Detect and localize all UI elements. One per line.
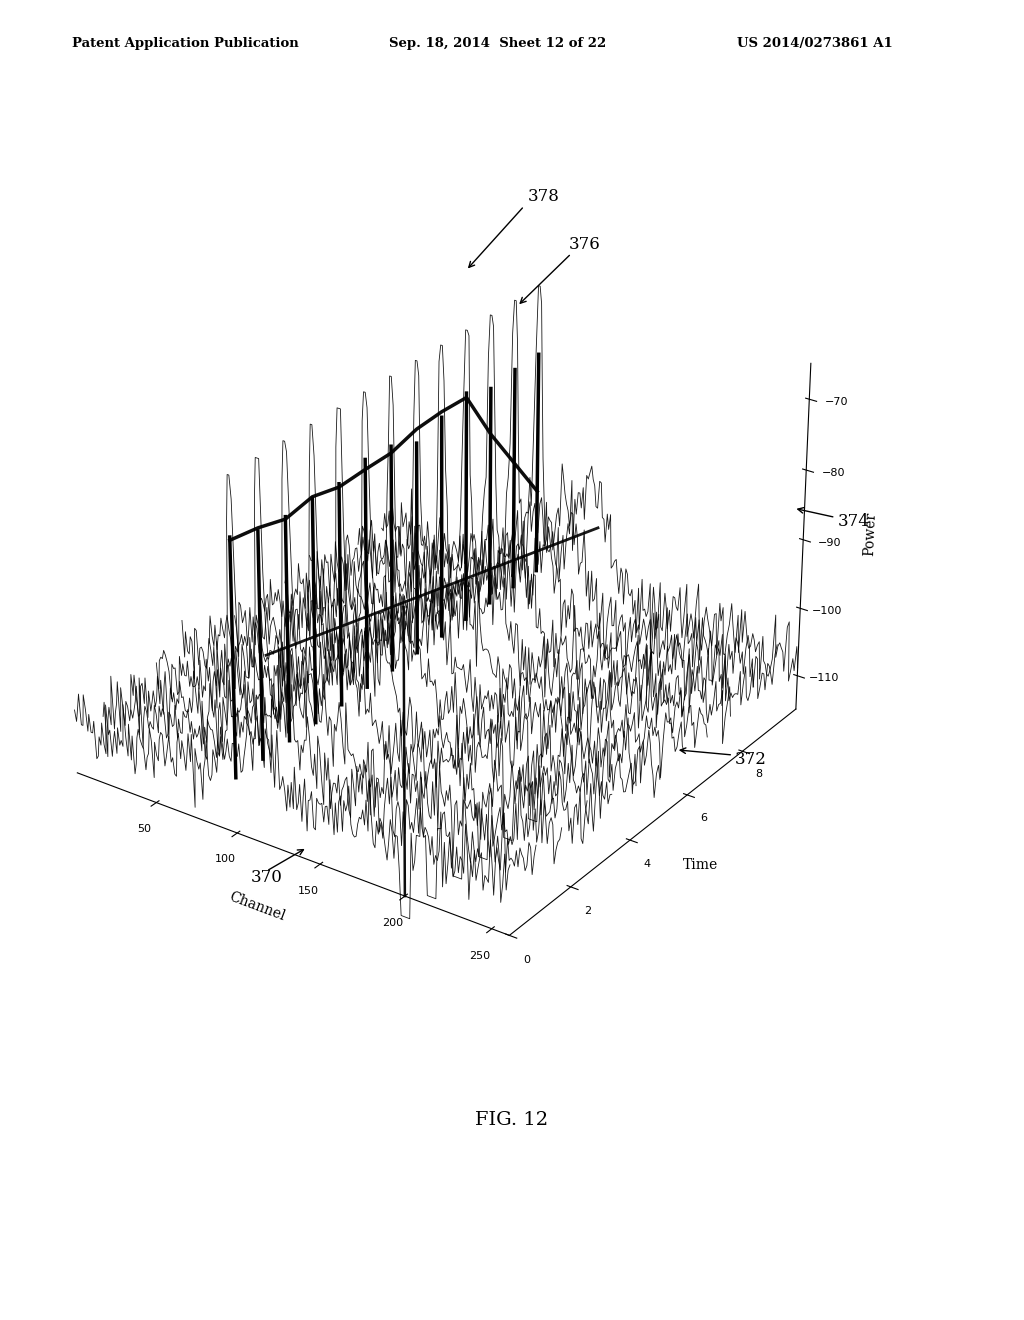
- Text: US 2014/0273861 A1: US 2014/0273861 A1: [737, 37, 893, 50]
- Text: 378: 378: [527, 187, 559, 205]
- Y-axis label: Time: Time: [683, 858, 718, 871]
- Text: 374: 374: [838, 513, 869, 529]
- Text: 370: 370: [251, 870, 283, 886]
- Text: 372: 372: [735, 751, 767, 767]
- Text: 376: 376: [568, 236, 600, 253]
- X-axis label: Channel: Channel: [226, 890, 287, 923]
- Text: Sep. 18, 2014  Sheet 12 of 22: Sep. 18, 2014 Sheet 12 of 22: [389, 37, 606, 50]
- Text: Patent Application Publication: Patent Application Publication: [72, 37, 298, 50]
- Text: FIG. 12: FIG. 12: [475, 1110, 549, 1129]
